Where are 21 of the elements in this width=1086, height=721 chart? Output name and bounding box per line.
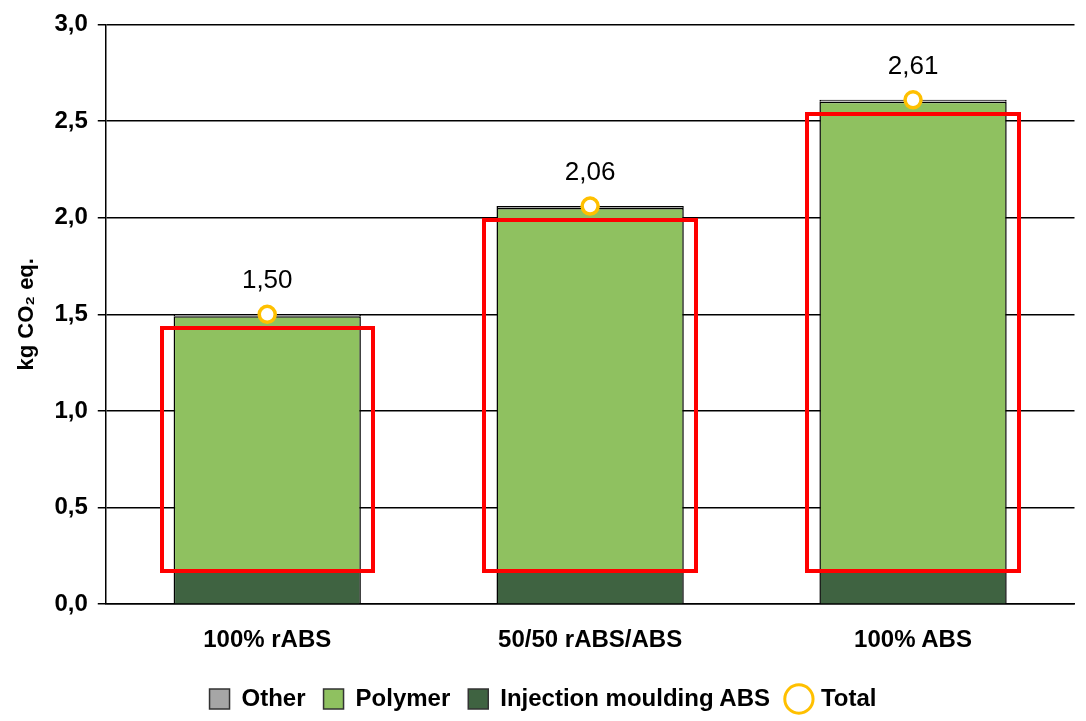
- x-tick-label: 50/50 rABS/ABS: [498, 625, 683, 653]
- data-label: 2,06: [564, 156, 616, 187]
- point: [257, 304, 277, 325]
- data-label: 2,61: [887, 49, 939, 80]
- legend-label: Polymer: [355, 683, 451, 711]
- y-tick-label: 2,5: [54, 105, 88, 133]
- y-tick-label: 0,0: [54, 588, 88, 616]
- y-tick-label: 3,0: [54, 9, 88, 37]
- y-axis-title: kg CO₂ eq.: [13, 258, 39, 371]
- point: [903, 90, 923, 110]
- point: [580, 196, 600, 216]
- legend-label: Injection moulding ABS: [500, 683, 771, 711]
- x-tick-label: 100% ABS: [854, 625, 972, 653]
- legend-label: Other: [241, 683, 306, 711]
- y-tick-label: 1,0: [54, 395, 88, 423]
- y-tick-label: 2,0: [54, 202, 88, 230]
- y-tick-label: 0,5: [54, 492, 88, 520]
- x-tick-label: 100% rABS: [203, 625, 332, 653]
- y-tick-label: 1,5: [54, 298, 88, 326]
- legend-label: Total: [820, 683, 877, 711]
- data-label: 1,50: [241, 264, 293, 295]
